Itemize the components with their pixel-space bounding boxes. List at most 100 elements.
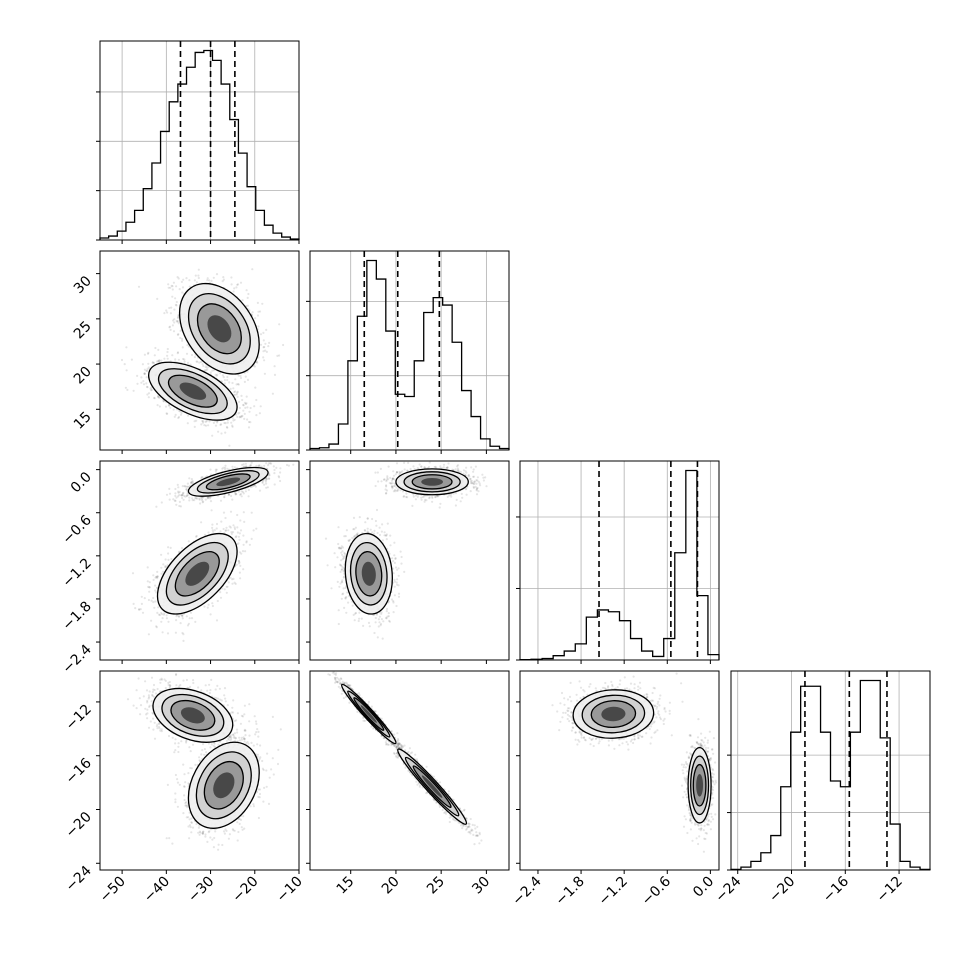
scatter-point [236,390,239,393]
scatter-point [228,381,231,384]
scatter-point [265,350,268,353]
scatter-point [195,281,198,284]
scatter-point [243,465,246,468]
scatter-point [287,464,290,467]
scatter-point [222,376,225,379]
scatter-point [161,631,164,634]
scatter-point [264,349,267,352]
scatter-point [176,352,179,355]
scatter-point [236,526,239,529]
scatter-point [233,418,236,421]
scatter-point [279,467,282,470]
scatter-point [222,466,225,469]
scatter-point [193,499,196,502]
scatter-point [182,498,185,501]
scatter-point [244,462,247,465]
scatter-point [178,288,181,291]
scatter-point [168,404,171,407]
scatter-point [153,397,156,400]
scatter-point [190,481,193,484]
scatter-point [140,381,143,384]
scatter-point [151,361,154,364]
scatter-point [206,496,210,499]
scatter-point [223,495,226,498]
scatter-point [233,581,236,584]
scatter-point [244,406,247,409]
scatter-point [158,613,162,617]
scatter-point [236,283,240,286]
scatter-point [246,378,250,381]
scatter-point [279,471,282,474]
density-contour [207,315,232,343]
scatter-point [182,357,185,361]
scatter-point [196,497,199,500]
scatter-point [155,625,158,628]
scatter-point [238,562,241,565]
scatter-point [120,358,124,362]
scatter-point [174,499,177,502]
scatter-point [265,477,268,480]
scatter-point [158,359,161,362]
scatter-point [265,478,268,481]
scatter-point [267,345,270,348]
scatter-point [155,626,158,629]
scatter-point [181,493,184,496]
scatter-point [160,359,163,362]
scatter-point [234,393,237,396]
scatter-point [171,285,174,288]
scatter-point [278,323,281,326]
scatter-point [171,288,174,291]
scatter-point [173,321,176,324]
scatter-point [200,476,203,479]
histogram-panel-1 [309,250,510,451]
scatter-point [171,324,174,327]
scatter-point [150,619,153,622]
scatter-point [180,280,183,283]
scatter-point [193,420,196,423]
scatter-point [223,382,226,385]
scatter-point [275,466,278,469]
scatter-point [206,279,209,282]
scatter-point [230,283,233,286]
scatter-point [174,492,177,495]
scatter-point [132,389,135,392]
scatter-point [260,465,263,468]
scatter-point [181,614,184,617]
scatter-point [262,350,265,353]
scatter-point [229,387,232,390]
scatter-point [173,308,176,311]
scatter-point [179,336,182,340]
scatter-point [255,464,258,467]
scatter-point [264,342,267,345]
scatter-point [238,538,241,541]
scatter-point [237,412,240,415]
scatter-point [193,356,196,359]
scatter-point [226,421,229,424]
scatter-point [238,532,241,535]
scatter-point [126,388,129,391]
scatter-point [273,483,276,486]
scatter-point [173,499,176,502]
scatter-point [170,284,173,287]
scatter-point [179,413,183,416]
scatter-point [265,482,268,485]
scatter-point [130,358,133,361]
histogram-panel-3 [730,670,931,871]
scatter-point [157,395,160,398]
scatter-point [258,465,261,468]
scatter-point [177,495,180,498]
scatter-point [256,301,259,304]
scatter-point [229,576,232,579]
scatter-point [223,496,226,499]
scatter-point [232,387,235,390]
scatter-point [230,494,233,498]
scatter-point [215,468,218,471]
scatter-point [176,333,179,336]
scatter-point [155,505,158,508]
scatter-point [177,314,180,317]
scatter-point [259,343,263,346]
scatter-point [207,424,210,427]
scatter-point [187,414,190,417]
scatter-point [253,365,256,368]
scatter-point [212,421,215,424]
